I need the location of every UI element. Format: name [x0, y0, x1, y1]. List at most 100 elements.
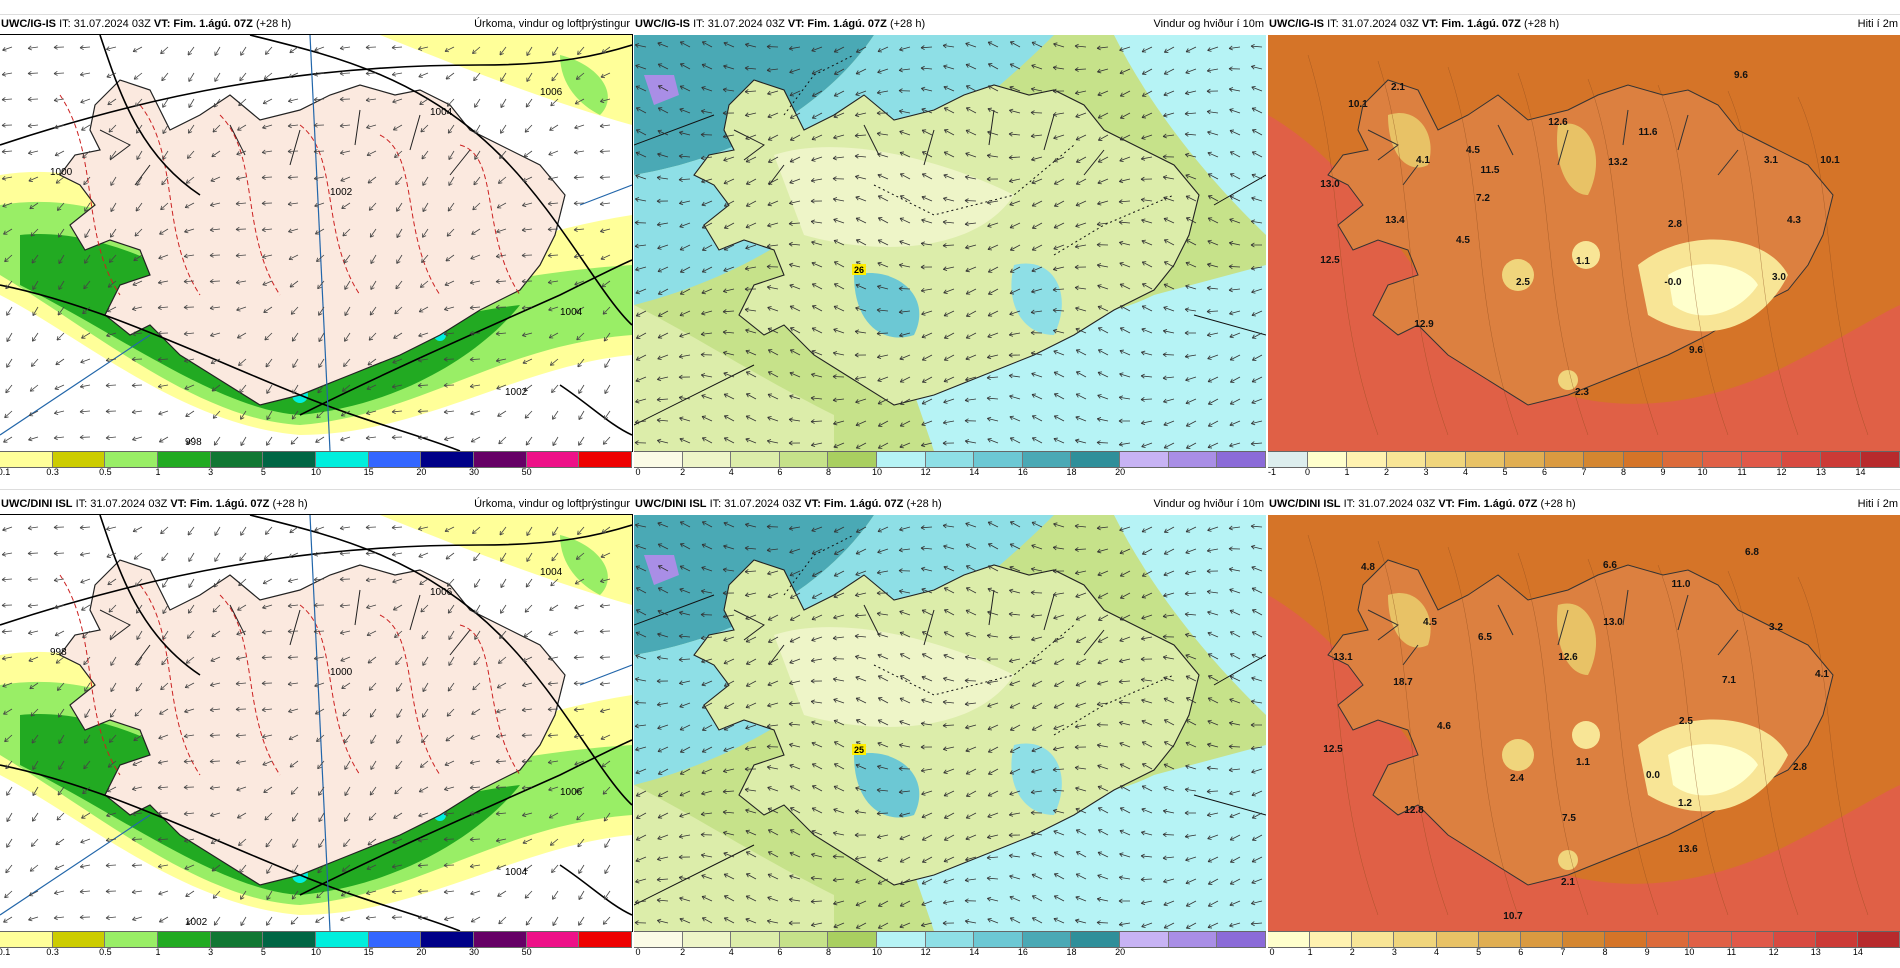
colorbar-swatch — [1647, 932, 1689, 947]
colorbar-swatch — [474, 452, 527, 467]
wind-map[interactable]: 25 — [634, 515, 1266, 931]
panel-title: Hiti í 2m — [1858, 494, 1898, 515]
colorbar-tick-label: 30 — [469, 947, 479, 957]
panel-title: Hiti í 2m — [1858, 14, 1898, 35]
colorbar-swatch — [1861, 452, 1900, 467]
colorbar-tick-label: 0.3 — [46, 947, 59, 957]
colorbar-swatch — [683, 932, 732, 947]
colorbar-swatch — [1217, 452, 1266, 467]
colorbar-swatch — [1782, 452, 1822, 467]
colorbar-swatch — [579, 932, 632, 947]
colorbar-tick-label: 4 — [1463, 467, 1468, 477]
colorbar-tick-label: 5 — [1502, 467, 1507, 477]
colorbar-tick-label: 2 — [1350, 947, 1355, 957]
colorbar-tick-label: 5 — [261, 947, 266, 957]
gust-max-label: 26 — [854, 265, 864, 275]
colorbar-tick-label: 18 — [1067, 947, 1077, 957]
temperature-value-label: 3.0 — [1772, 272, 1786, 283]
panel-title: Vindur og hviður í 10m — [1154, 494, 1264, 515]
colorbar-tick-label: 9 — [1660, 467, 1665, 477]
init-time: IT: 31.07.2024 03Z — [693, 18, 785, 30]
wind-map[interactable]: 26 — [634, 35, 1266, 451]
colorbar-swatch — [1821, 452, 1861, 467]
panel-temp-igis: UWC/IG-IS IT: 31.07.2024 03Z VT: Fim. 1.… — [1268, 14, 1900, 488]
colorbar-swatch — [1426, 452, 1466, 467]
colorbar-swatch — [474, 932, 527, 947]
colorbar-tick-label: 10 — [311, 947, 321, 957]
temperature-value-label: 11.5 — [1481, 165, 1500, 176]
colorbar-swatch — [1437, 932, 1479, 947]
colorbar-tick-label: 5 — [1476, 947, 1481, 957]
init-time: IT: 31.07.2024 03Z — [710, 498, 802, 510]
temperature-value-label: 13.0 — [1320, 179, 1340, 190]
temperature-value-label: 0.0 — [1646, 770, 1660, 781]
temperature-value-label: 6.6 — [1603, 560, 1617, 571]
temperature-value-label: 13.4 — [1385, 215, 1405, 226]
colorbar-swatch — [53, 452, 106, 467]
colorbar-swatch — [316, 452, 369, 467]
colorbar — [634, 931, 1266, 948]
temperature-value-label: 7.2 — [1476, 193, 1490, 204]
colorbar-swatch — [105, 932, 158, 947]
colorbar-tick-label: 6 — [777, 947, 782, 957]
colorbar — [0, 931, 632, 948]
colorbar-swatch — [1268, 932, 1310, 947]
temperature-value-label: 9.6 — [1689, 345, 1703, 356]
temperature-value-label: 7.5 — [1562, 813, 1576, 824]
lead-time: (+28 h) — [272, 498, 307, 510]
temperature-value-label: 1.2 — [1678, 798, 1692, 809]
temperature-value-label: 3.2 — [1769, 622, 1783, 633]
colorbar-tick-label: 2 — [1384, 467, 1389, 477]
temperature-value-label: 2.8 — [1668, 219, 1682, 230]
colorbar-swatch — [369, 452, 422, 467]
colorbar-swatch — [926, 452, 975, 467]
colorbar-tick-label: 13 — [1816, 467, 1826, 477]
colorbar-tick-label: 10 — [1697, 467, 1707, 477]
colorbar-swatch — [1120, 932, 1169, 947]
colorbar-tick-label: 10 — [872, 467, 882, 477]
colorbar-tick-label: 18 — [1067, 467, 1077, 477]
init-time: IT: 31.07.2024 03Z — [76, 498, 168, 510]
colorbar-tick-label: 0.1 — [0, 947, 10, 957]
colorbar-swatch — [1308, 452, 1348, 467]
colorbar-tick-label: 15 — [364, 947, 374, 957]
panel-title: Úrkoma, vindur og loftþrýstingur — [474, 14, 630, 35]
model-name: UWC/IG-IS — [1, 18, 56, 30]
colorbar-swatch — [1563, 932, 1605, 947]
colorbar-swatch — [527, 932, 580, 947]
colorbar-swatch — [1310, 932, 1352, 947]
temperature-value-label: 10.1 — [1348, 99, 1368, 110]
colorbar-tick-label: 7 — [1581, 467, 1586, 477]
temperature-value-label: 2.5 — [1679, 716, 1693, 727]
colorbar-tick-label: 3 — [208, 467, 213, 477]
lead-time: (+28 h) — [890, 18, 925, 30]
colorbar-swatch — [421, 932, 474, 947]
colorbar-swatch — [1268, 452, 1308, 467]
temperature-value-label: 4.6 — [1437, 721, 1451, 732]
colorbar-swatch — [877, 932, 926, 947]
colorbar-swatch — [1742, 452, 1782, 467]
colorbar-swatch — [1347, 452, 1387, 467]
panel-header: UWC/IG-IS IT: 31.07.2024 03Z VT: Fim. 1.… — [1268, 14, 1900, 35]
colorbar-swatch — [1023, 932, 1072, 947]
colorbar-tick-label: 6 — [1542, 467, 1547, 477]
colorbar-tick-label: 8 — [1603, 947, 1608, 957]
temperature-value-label: 13.2 — [1608, 157, 1628, 168]
panel-precip-igis: UWC/IG-IS IT: 31.07.2024 03Z VT: Fim. 1.… — [0, 14, 632, 488]
model-name: UWC/DINI ISL — [1269, 498, 1341, 510]
temperature-value-label: 2.5 — [1516, 277, 1530, 288]
colorbar-tick-label: 20 — [416, 947, 426, 957]
colorbar-tick-label: 13 — [1811, 947, 1821, 957]
colorbar-tick-label: 16 — [1018, 467, 1028, 477]
colorbar-swatch — [579, 452, 632, 467]
panel-temp-dini: UWC/DINI ISL IT: 31.07.2024 03Z VT: Fim.… — [1268, 494, 1900, 968]
colorbar-swatch — [877, 452, 926, 467]
temperature-value-label: 18.7 — [1393, 677, 1413, 688]
init-time: IT: 31.07.2024 03Z — [59, 18, 151, 30]
